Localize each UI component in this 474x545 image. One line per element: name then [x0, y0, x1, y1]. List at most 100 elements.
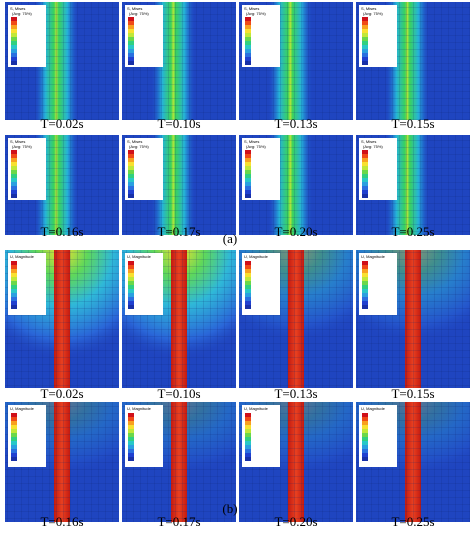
legend-swatch [362, 162, 368, 166]
legend-swatch [11, 53, 17, 57]
legend-title: S, Mises [244, 6, 259, 11]
legend-title: U, Magnitude [244, 406, 269, 411]
contour-panel: U, Magnitude T=0.13s [239, 250, 353, 401]
legend-swatch [362, 281, 368, 285]
legend-swatch [11, 25, 17, 29]
legend-swatch [245, 457, 251, 461]
time-label: T=0.10s [157, 386, 200, 401]
legend-title: S, Mises [10, 6, 25, 11]
legend-swatch [245, 273, 251, 277]
legend-swatch [128, 49, 134, 53]
legend-swatch [362, 429, 368, 433]
legend-swatch [128, 305, 134, 309]
legend-swatch [128, 445, 134, 449]
legend-swatch [245, 285, 251, 289]
legend-swatch [362, 37, 368, 41]
contour-panel: U, Magnitude T=0.15s [356, 250, 470, 401]
legend-title: U, Magnitude [244, 254, 269, 259]
legend-swatch [362, 21, 368, 25]
legend-swatch [128, 293, 134, 297]
legend-swatch [11, 41, 17, 45]
legend-swatch [128, 170, 134, 174]
legend-swatch [245, 154, 251, 158]
legend-swatch [11, 305, 17, 309]
contour-panel: S, Mises(Avg: 75%) T=0.10s [122, 2, 236, 131]
legend-swatch [128, 265, 134, 269]
legend-swatch [245, 170, 251, 174]
legend-swatch [128, 261, 134, 265]
legend-swatch [11, 154, 17, 158]
legend-swatch [128, 17, 134, 21]
legend-swatch [11, 21, 17, 25]
legend-swatch [245, 289, 251, 293]
legend-swatch [362, 445, 368, 449]
legend-title: U, Magnitude [10, 406, 35, 411]
legend-swatch [11, 281, 17, 285]
time-label: T=0.13s [274, 386, 317, 401]
legend-swatch [128, 194, 134, 198]
time-label: T=0.15s [391, 386, 434, 401]
legend-swatch [362, 154, 368, 158]
legend-swatch [362, 150, 368, 154]
legend-swatch [245, 158, 251, 162]
legend-swatch [11, 277, 17, 281]
legend-swatch [245, 261, 251, 265]
legend-swatch [128, 437, 134, 441]
legend-swatch [11, 437, 17, 441]
legend-swatch [362, 53, 368, 57]
legend-swatch [128, 150, 134, 154]
legend-swatch [11, 57, 17, 61]
legend-swatch [245, 433, 251, 437]
legend-swatch [245, 301, 251, 305]
legend-swatch [362, 261, 368, 265]
legend-swatch [11, 150, 17, 154]
legend-title: S, Mises [10, 139, 25, 144]
time-label: T=0.16s [40, 514, 83, 529]
legend-swatch [245, 166, 251, 170]
legend-swatch [128, 53, 134, 57]
legend-title: S, Mises [361, 6, 376, 11]
legend-swatch [11, 285, 17, 289]
contour-panel: S, Mises(Avg: 75%) T=0.17s [122, 135, 236, 239]
legend-subtitle: (Avg: 75%) [12, 11, 32, 16]
legend-swatch [11, 421, 17, 425]
legend-swatch [128, 297, 134, 301]
legend-swatch [11, 297, 17, 301]
legend-subtitle: (Avg: 75%) [129, 11, 149, 16]
legend-swatch [11, 174, 17, 178]
legend-swatch [362, 425, 368, 429]
legend-swatch [362, 17, 368, 21]
legend-swatch [245, 190, 251, 194]
legend-swatch [11, 182, 17, 186]
legend-swatch [245, 162, 251, 166]
contour-panel: U, Magnitude T=0.25s [356, 402, 470, 529]
legend-swatch [245, 453, 251, 457]
legend-swatch [128, 429, 134, 433]
legend-swatch [11, 289, 17, 293]
legend-swatch [362, 441, 368, 445]
legend-swatch [128, 154, 134, 158]
legend-swatch [128, 281, 134, 285]
legend-swatch [362, 417, 368, 421]
legend-swatch [245, 417, 251, 421]
contour-panel: S, Mises(Avg: 75%) T=0.16s [5, 135, 119, 239]
legend-swatch [245, 265, 251, 269]
legend-subtitle: (Avg: 75%) [246, 11, 266, 16]
legend-swatch [362, 158, 368, 162]
time-label: T=0.15s [391, 116, 434, 131]
legend-swatch [128, 61, 134, 65]
part-label: (b) [222, 501, 237, 516]
legend-swatch [245, 437, 251, 441]
legend-title: U, Magnitude [127, 406, 152, 411]
legend-subtitle: (Avg: 75%) [363, 11, 383, 16]
legend-swatch [245, 421, 251, 425]
legend-swatch [362, 57, 368, 61]
contour-panel: S, Mises(Avg: 75%) T=0.20s [239, 135, 353, 239]
legend-swatch [128, 158, 134, 162]
legend-swatch [11, 273, 17, 277]
legend-swatch [128, 449, 134, 453]
legend-swatch [362, 301, 368, 305]
legend-subtitle: (Avg: 75%) [129, 144, 149, 149]
legend-swatch [11, 413, 17, 417]
time-label: T=0.13s [274, 116, 317, 131]
